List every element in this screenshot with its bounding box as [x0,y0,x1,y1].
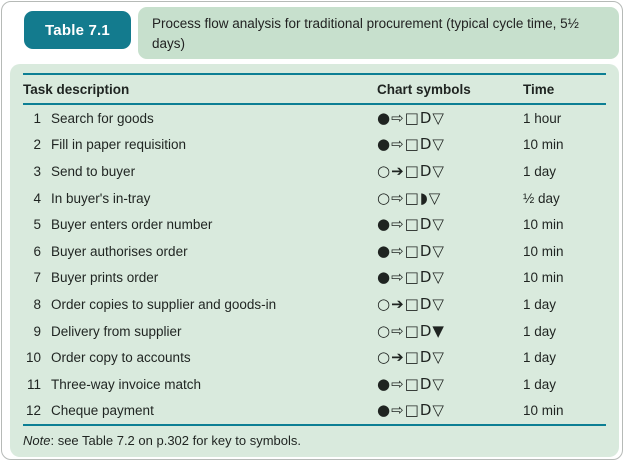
row-number: 1 [33,110,41,126]
table-row: 4 In buyer's in-tray ○⇨□◗▽ ½ day [23,185,606,212]
time-value: 1 day [523,350,557,366]
divider-bottom [23,424,606,427]
time-value: 10 min [523,137,564,153]
table-row: 8 Order copies to supplier and goods-in … [23,291,606,318]
table-number-badge: Table 7.1 [24,11,131,49]
chart-symbols: ○➔□D▽ [377,348,445,367]
table-row: 5 Buyer enters order number ●⇨□D▽ 10 min [23,211,606,238]
table-row: 11 Three-way invoice match ●⇨□D▽ 1 day [23,371,606,398]
task-description: Cheque payment [51,403,154,419]
task-description: Search for goods [51,110,154,126]
row-number: 8 [33,296,41,312]
column-header-task: Task description [23,81,130,97]
task-description: Buyer enters order number [51,217,213,233]
chart-symbols: ●⇨□D▽ [377,268,445,287]
task-description: Three-way invoice match [51,376,202,392]
row-number: 3 [33,163,41,179]
table-row: 2 Fill in paper requisition ●⇨□D▽ 10 min [23,132,606,159]
task-description: Send to buyer [51,163,136,179]
table-row: 6 Buyer authorises order ●⇨□D▽ 10 min [23,238,606,265]
task-description: Delivery from supplier [51,323,182,339]
row-number: 7 [33,270,41,286]
time-value: 10 min [523,243,564,259]
chart-symbols: ○➔□D▽ [377,161,445,180]
table-title-box: Process flow analysis for traditional pr… [138,7,619,59]
table-row: 7 Buyer prints order ●⇨□D▽ 10 min [23,265,606,292]
time-value: 1 day [523,323,557,339]
divider-top [23,73,606,75]
task-description: Buyer prints order [51,270,159,286]
table-note: Note: see Table 7.2 on p.302 for key to … [23,426,606,448]
chart-symbols: ○⇨□D▼ [377,321,445,340]
chart-symbols: ○➔□D▽ [377,294,445,313]
row-number: 10 [25,350,41,366]
task-description: Fill in paper requisition [51,137,187,153]
time-value: 1 day [523,376,557,392]
row-number: 12 [25,403,41,419]
table-number-label: Table 7.1 [45,21,110,39]
row-number: 5 [33,217,41,233]
chart-symbols: ●⇨□D▽ [377,401,445,420]
time-value: ½ day [523,190,560,206]
task-description: Order copy to accounts [51,350,191,366]
row-number: 9 [33,323,41,339]
row-number: 4 [33,190,41,206]
table-row: 9 Delivery from supplier ○⇨□D▼ 1 day [23,318,606,345]
table-row: 3 Send to buyer ○➔□D▽ 1 day [23,158,606,185]
time-value: 1 day [523,163,557,179]
table-rows: 1 Search for goods ●⇨□D▽ 1 hour 2 Fill i… [23,105,606,424]
row-number: 2 [33,137,41,153]
row-number: 6 [33,243,41,259]
divider-header [23,103,606,105]
column-header-symbols: Chart symbols [377,81,471,97]
table-row: 10 Order copy to accounts ○➔□D▽ 1 day [23,344,606,371]
chart-symbols: ○⇨□◗▽ [377,188,442,207]
note-text: : see Table 7.2 on p.302 for key to symb… [50,433,301,449]
task-description: Order copies to supplier and goods-in [51,296,277,312]
table-header-row: Task description Chart symbols Time [23,75,606,103]
chart-symbols: ●⇨□D▽ [377,108,445,127]
chart-symbols: ●⇨□D▽ [377,135,445,154]
column-header-time: Time [523,81,555,97]
time-value: 10 min [523,270,564,286]
time-value: 1 hour [523,110,562,126]
chart-symbols: ●⇨□D▽ [377,215,445,234]
time-value: 10 min [523,217,564,233]
table-title: Process flow analysis for traditional pr… [152,16,579,51]
note-label: Note [23,433,51,449]
chart-symbols: ●⇨□D▽ [377,241,445,260]
task-description: Buyer authorises order [51,243,188,259]
process-flow-table: Task description Chart symbols Time 1 Se… [10,64,619,457]
table-row: 1 Search for goods ●⇨□D▽ 1 hour [23,105,606,132]
table-row: 12 Cheque payment ●⇨□D▽ 10 min [23,398,606,425]
time-value: 1 day [523,296,557,312]
row-number: 11 [26,376,41,392]
chart-symbols: ●⇨□D▽ [377,374,445,393]
task-description: In buyer's in-tray [51,190,151,206]
time-value: 10 min [523,403,564,419]
